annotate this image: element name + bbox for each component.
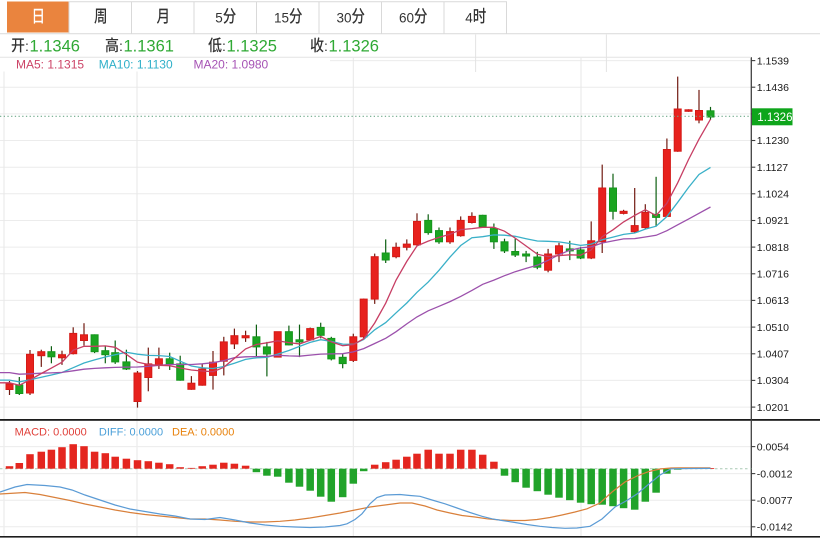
svg-text:1.0716: 1.0716 (757, 269, 789, 281)
svg-text:1.1436: 1.1436 (757, 82, 789, 94)
svg-text:30: 30 (337, 10, 352, 25)
svg-text:1.0510: 1.0510 (757, 322, 789, 334)
svg-text:1.0407: 1.0407 (757, 348, 789, 360)
svg-text:1.1325: 1.1325 (227, 38, 277, 56)
svg-text:1.1326: 1.1326 (329, 38, 379, 56)
svg-text:MA20: 1.0980: MA20: 1.0980 (194, 58, 269, 72)
svg-text:MACD: 0.0000: MACD: 0.0000 (15, 427, 87, 439)
svg-text:1.1326: 1.1326 (757, 112, 792, 124)
svg-text:MA10: 1.1130: MA10: 1.1130 (99, 58, 173, 72)
svg-text:60: 60 (399, 10, 414, 25)
svg-text:1.0921: 1.0921 (757, 215, 789, 227)
svg-text::: : (324, 38, 328, 54)
svg-text:-0.0012: -0.0012 (757, 468, 793, 480)
svg-text:1.0201: 1.0201 (757, 402, 789, 414)
svg-text:1.0613: 1.0613 (757, 295, 789, 307)
svg-text::: : (222, 38, 226, 54)
svg-text::: : (119, 38, 123, 54)
svg-text:15: 15 (274, 10, 289, 25)
svg-text:1.0304: 1.0304 (757, 375, 789, 387)
svg-text:DIFF: 0.0000: DIFF: 0.0000 (99, 427, 163, 439)
svg-text:0.0054: 0.0054 (757, 441, 789, 453)
svg-text:MA5: 1.1315: MA5: 1.1315 (16, 58, 84, 72)
svg-text:5: 5 (215, 10, 223, 25)
svg-text:1.1539: 1.1539 (757, 55, 789, 67)
svg-text::: : (25, 38, 29, 54)
svg-text:1.1361: 1.1361 (124, 38, 174, 56)
svg-text:1.1346: 1.1346 (30, 38, 80, 56)
svg-text:-0.0142: -0.0142 (757, 522, 793, 534)
svg-text:1.1230: 1.1230 (757, 135, 789, 147)
svg-text:4: 4 (465, 10, 473, 25)
svg-text:DEA: 0.0000: DEA: 0.0000 (172, 427, 234, 439)
svg-text:1.0818: 1.0818 (757, 242, 789, 254)
svg-text:1.1024: 1.1024 (757, 189, 789, 201)
svg-text:1.1127: 1.1127 (757, 162, 788, 174)
svg-text:-0.0077: -0.0077 (757, 495, 793, 507)
